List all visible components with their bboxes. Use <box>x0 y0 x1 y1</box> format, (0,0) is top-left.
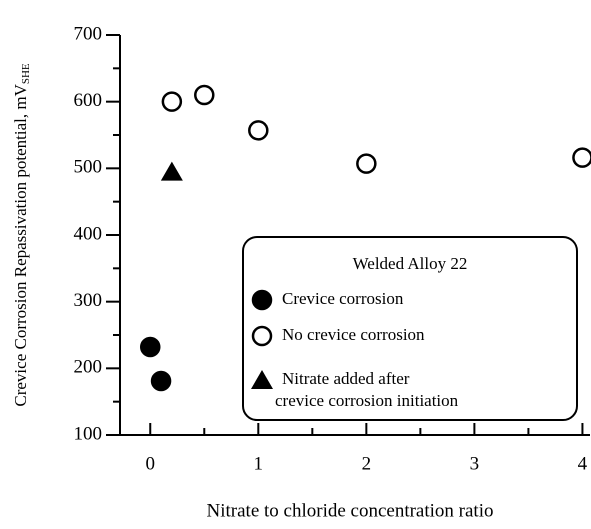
open-circle-marker <box>161 91 183 112</box>
legend-title: Welded Alloy 22 <box>353 254 468 273</box>
legend-label: Nitrate added after crevice corrosion ini… <box>275 369 459 410</box>
y-tick-label: 600 <box>74 90 103 111</box>
legend-label: No crevice corrosion <box>282 325 425 344</box>
filled-circle-marker <box>140 336 161 358</box>
x-tick-label: 0 <box>146 453 156 474</box>
legend-box <box>242 236 578 421</box>
filled-circle-marker <box>150 370 172 392</box>
legend-marker <box>251 289 273 311</box>
x-axis-label: Nitrate to chloride concentration ratio <box>207 500 494 521</box>
open-circle-marker <box>194 84 215 106</box>
legend-label: Crevice corrosion <box>282 289 404 308</box>
legend-marker <box>251 325 273 347</box>
y-tick-label: 300 <box>74 290 103 311</box>
y-tick-label: 400 <box>74 223 103 244</box>
x-tick-label: 1 <box>254 453 264 474</box>
y-tick-label: 100 <box>74 423 103 444</box>
y-tick-label: 200 <box>74 357 103 378</box>
open-circle-marker <box>572 147 591 168</box>
open-circle-marker <box>356 153 377 174</box>
open-circle-marker <box>248 120 269 141</box>
x-tick-label: 4 <box>578 453 588 474</box>
x-tick-label: 3 <box>470 453 480 474</box>
y-tick-label: 500 <box>74 157 103 178</box>
triangle-marker <box>160 161 183 181</box>
y-tick-label: 700 <box>74 23 103 44</box>
legend-marker <box>251 370 273 389</box>
y-axis-label: Crevice Corrosion Repassivation potentia… <box>11 63 32 407</box>
x-tick-label: 2 <box>362 453 372 474</box>
